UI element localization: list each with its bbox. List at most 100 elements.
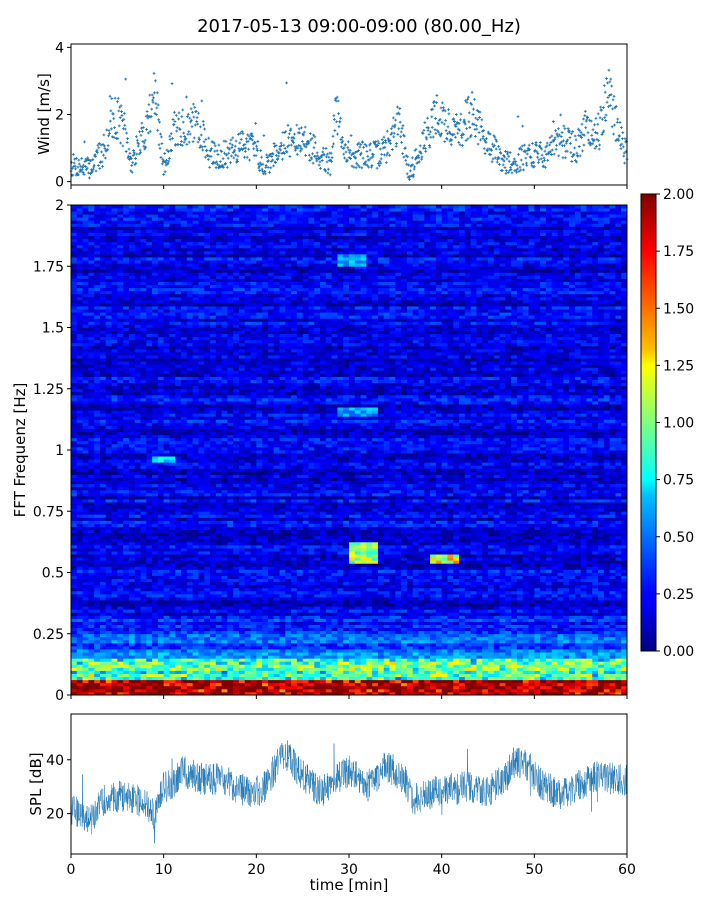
spectrogram-cell	[569, 560, 576, 564]
spectrogram-cell	[291, 578, 298, 583]
spectrogram-cell	[117, 587, 124, 592]
spectrogram-cell	[354, 569, 361, 573]
spectrogram-cell	[192, 541, 199, 546]
spectrogram-cell	[343, 630, 350, 635]
spectrogram-cell	[488, 664, 495, 668]
spectrogram-cell	[140, 627, 147, 632]
spectrogram-cell	[192, 652, 199, 656]
spectrogram-cell	[609, 560, 616, 564]
spectrogram-cell	[238, 563, 246, 567]
spectrogram-cell	[580, 627, 587, 632]
spectrogram-cell	[592, 667, 599, 671]
spectrogram-cell	[418, 658, 425, 662]
spectrogram-cell	[221, 560, 228, 564]
spectrogram-cell	[314, 664, 321, 668]
spectrogram-cell	[464, 652, 472, 656]
spectrogram-cell	[505, 621, 512, 625]
spectrogram-cell	[430, 682, 437, 687]
spectrogram-cell	[545, 609, 553, 613]
spectrogram-cell	[215, 667, 222, 671]
spectrogram-cell	[493, 569, 500, 573]
spectrogram-cell	[447, 636, 454, 641]
spectrogram-cell	[337, 563, 344, 567]
spectrogram-cell	[545, 646, 553, 650]
spectrogram-cell	[349, 664, 356, 668]
spectrogram-cell	[146, 572, 153, 576]
spectrogram-cell	[186, 541, 194, 546]
spectrogram-cell	[291, 603, 298, 607]
spectrogram-cell	[377, 606, 385, 610]
spectrogram-cell	[377, 639, 385, 644]
spectrogram-cell	[238, 676, 246, 681]
spectrogram-cell	[192, 667, 199, 671]
spectrogram-cell	[354, 682, 361, 687]
spectrogram-cell	[383, 630, 390, 635]
spectrogram-cell	[476, 658, 483, 662]
spectrogram-cell	[117, 600, 124, 604]
spectrogram-cell	[505, 560, 512, 564]
spectrogram-cell	[233, 691, 240, 696]
spectrogram-cell	[557, 652, 564, 656]
spectrogram-cell	[493, 557, 500, 561]
spectrogram-cell	[453, 667, 460, 671]
spectrogram-cell	[238, 584, 246, 589]
spectrogram-cell	[569, 627, 576, 632]
spectrogram-cell	[459, 624, 466, 629]
spectrogram-cell	[169, 544, 176, 549]
spectrogram-cell	[233, 578, 240, 583]
spectrogram-cell	[337, 618, 344, 622]
spectrogram-cell	[435, 639, 443, 644]
spectrogram-cell	[244, 548, 251, 552]
spectrogram-cell	[117, 590, 124, 595]
spectrogram-cell	[314, 679, 321, 684]
spectrogram-cell	[146, 679, 153, 684]
spectrogram-cell	[516, 578, 524, 583]
spectrogram-cell	[522, 688, 529, 693]
spectrogram-cell	[424, 655, 431, 659]
spectrogram-cell	[88, 541, 95, 546]
spectrogram-cell	[603, 618, 611, 622]
spectrogram-cell	[343, 597, 350, 601]
spectrogram-cell	[412, 603, 419, 607]
spectrogram-cell	[94, 609, 101, 613]
spectrogram-cell	[99, 600, 107, 604]
spectrogram-cell	[482, 627, 489, 632]
spectrogram-cell	[453, 557, 460, 561]
spectrogram-cell	[314, 621, 321, 625]
spectrogram-cell	[128, 578, 136, 583]
spectrogram-cell	[493, 633, 500, 638]
spectrogram-cell	[94, 603, 101, 607]
spectrogram-cell	[459, 667, 466, 671]
spectrogram-cell	[163, 630, 170, 635]
spectrogram-cell	[267, 618, 275, 622]
spectrogram-cell	[441, 658, 448, 662]
spectrogram-cell	[267, 541, 275, 546]
spectrogram-cell	[383, 639, 390, 644]
spectrogram-cell	[354, 563, 361, 567]
spectrogram-cell	[88, 621, 95, 625]
spectrogram-cell	[221, 609, 228, 613]
spectrogram-cell	[395, 688, 402, 693]
spectrogram-cell	[71, 685, 78, 690]
spectrogram-cell	[470, 679, 477, 684]
spectrogram-cell	[464, 612, 472, 616]
spectrogram-cell	[186, 609, 194, 613]
spectrogram-cell	[580, 575, 587, 580]
spectrogram-cell	[314, 587, 321, 592]
spectrogram-cell	[128, 548, 136, 552]
spectrogram-cell	[163, 554, 170, 558]
spectrogram-cell	[482, 658, 489, 662]
spectrogram-cell	[441, 584, 448, 589]
spectrogram-cell	[169, 612, 176, 616]
spectrogram-cell	[354, 600, 361, 604]
spectrogram-cell	[123, 642, 130, 647]
spectrogram-cell	[493, 612, 500, 616]
spectrogram-cell	[82, 593, 89, 598]
spectrogram-cell	[88, 612, 95, 616]
spectrogram-cell	[296, 587, 304, 592]
spectrogram-cell	[71, 606, 78, 610]
spectrogram-cell	[418, 655, 425, 659]
spectrogram-cell	[580, 615, 587, 619]
spectrogram-cell	[499, 615, 506, 619]
spectrogram-cell	[198, 688, 205, 693]
